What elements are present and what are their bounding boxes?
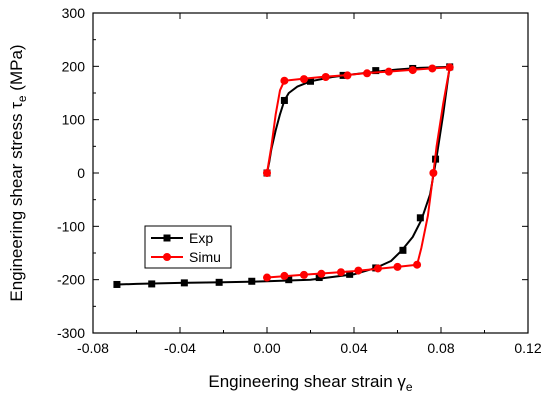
data-point-exp: [148, 280, 156, 288]
legend: Exp Simu: [144, 225, 232, 269]
data-point-simu: [413, 260, 422, 269]
data-point-exp: [113, 280, 121, 288]
data-point-exp: [372, 67, 380, 75]
data-point-exp: [280, 96, 288, 104]
series-simu: [263, 63, 454, 282]
data-point-simu: [336, 268, 345, 277]
data-point-exp: [248, 277, 256, 285]
data-point-simu: [363, 69, 372, 78]
data-point-simu: [429, 169, 438, 177]
x-tick-label: -0.04: [164, 340, 196, 356]
data-point-simu: [354, 266, 363, 275]
y-tick-label: -300: [57, 325, 85, 341]
legend-label: Exp: [189, 230, 213, 246]
data-point-exp: [315, 274, 323, 282]
data-point-simu: [408, 66, 417, 75]
data-point-simu: [321, 73, 330, 81]
data-point-simu: [280, 271, 289, 280]
legend-label: Simu: [189, 249, 221, 265]
y-tick-label: -100: [57, 218, 85, 234]
data-point-simu: [343, 71, 352, 80]
legend-item-simu: Simu: [151, 249, 221, 265]
data-point-simu: [445, 63, 454, 72]
data-point-exp: [180, 279, 188, 287]
plot-frame: [92, 12, 529, 334]
data-point-simu: [373, 264, 382, 273]
axis-tick-labels: -0.08 -0.04 0.00 0.04 0.08 0.12 -300 -200 -100 0 1…: [57, 5, 542, 356]
data-point-simu: [393, 262, 402, 271]
data-point-exp: [307, 77, 314, 85]
x-tick-label: 0.12: [514, 340, 541, 356]
legend-marker: [163, 234, 171, 242]
y-tick-label: 200: [62, 58, 86, 74]
y-tick-label: 0: [77, 165, 85, 181]
data-point-simu: [317, 269, 326, 278]
x-tick-label: -0.08: [77, 340, 109, 356]
data-point-exp: [215, 278, 223, 286]
x-axis-title: Engineering shear strain γe: [208, 372, 413, 394]
series-layer: [113, 63, 454, 288]
y-tick-label: -200: [57, 272, 85, 288]
y-tick-label: 300: [62, 5, 86, 21]
data-point-simu: [428, 64, 437, 73]
data-point-simu: [299, 75, 308, 84]
data-point-simu: [299, 270, 308, 279]
legend-item-exp: Exp: [151, 230, 213, 246]
data-point-simu: [384, 67, 393, 76]
y-axis-title: Engineering shear stress τe (MPa): [7, 44, 29, 301]
x-tick-label: 0.00: [253, 340, 280, 356]
data-point-simu: [263, 169, 271, 177]
legend-box: [144, 225, 232, 269]
series-line-simu: [266, 66, 451, 279]
data-point-exp: [346, 270, 354, 278]
y-tick-label: 100: [62, 112, 86, 128]
data-point-exp: [399, 246, 407, 254]
data-point-exp: [285, 276, 293, 284]
axis-ticks: [92, 12, 529, 334]
data-point-exp: [416, 214, 424, 222]
data-point-simu: [263, 273, 271, 282]
data-point-simu: [280, 76, 289, 85]
legend-marker: [163, 253, 171, 261]
x-tick-label: 0.04: [340, 340, 367, 356]
x-tick-label: 0.08: [427, 340, 454, 356]
